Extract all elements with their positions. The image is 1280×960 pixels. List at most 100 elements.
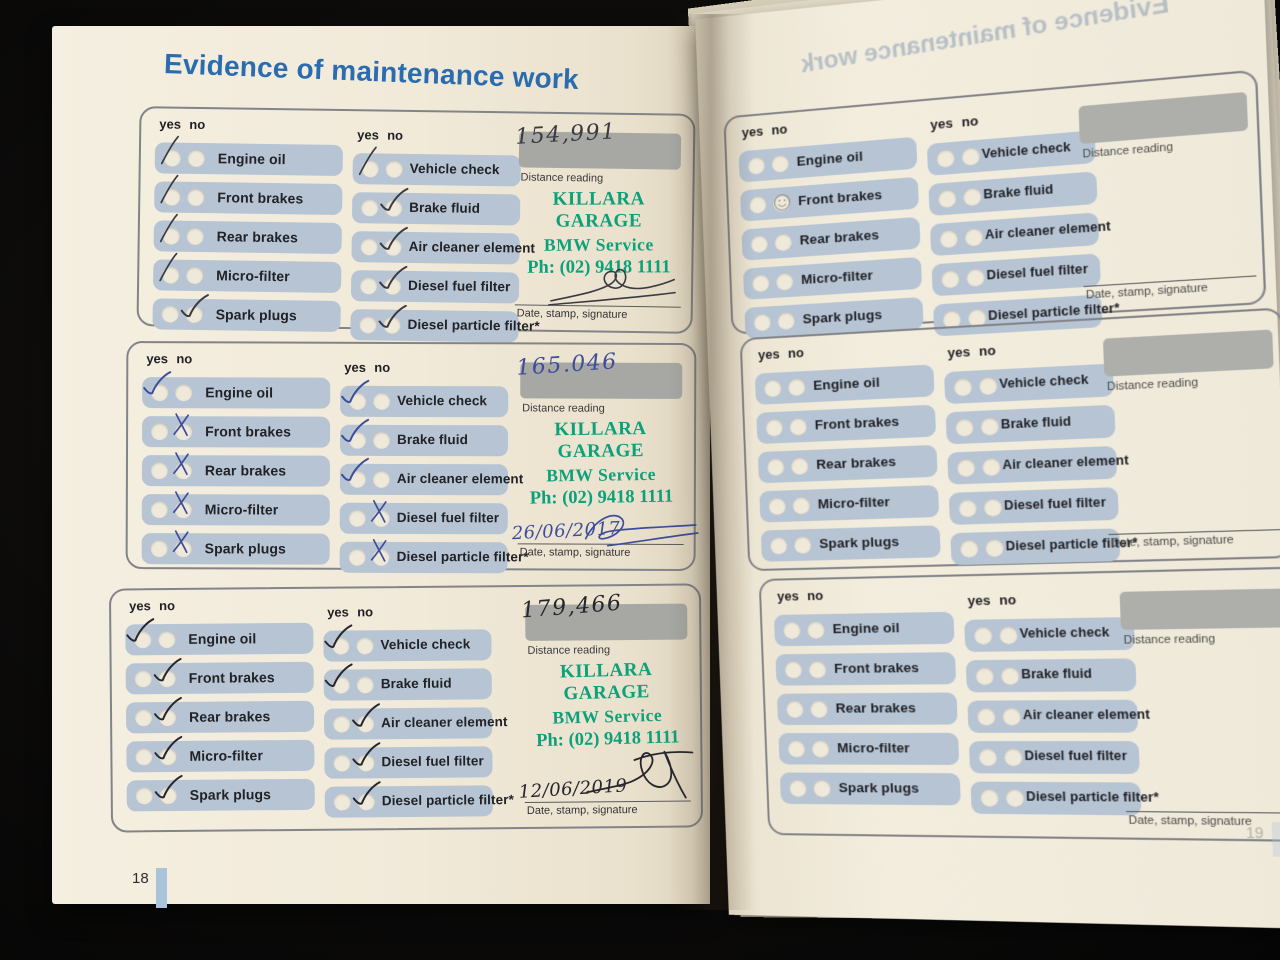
checklist-row-label: Diesel fuel filter [381, 753, 483, 769]
checklist-row: Brake fluid [928, 171, 1097, 216]
yes-no-header: yes no [773, 585, 953, 607]
checklist-row-label: Micro-filter [837, 740, 910, 755]
no-checkbox [812, 740, 830, 757]
checklist-row: Rear brakes [142, 455, 330, 487]
checklist-row: Front brakes [740, 177, 919, 222]
signature-zone: Date, stamp, signature [1109, 485, 1280, 550]
yes-checkbox [164, 149, 181, 166]
checklist-row-label: Diesel particle filter* [397, 549, 529, 564]
no-checkbox [373, 432, 390, 449]
no-checkbox [357, 715, 374, 732]
checklist-row-label: Front brakes [834, 660, 920, 676]
service-record-2: yes no Engine oil Front brakes Rear brakes Mi… [126, 341, 697, 571]
yes-label: yes [967, 592, 990, 608]
service-record-1: yes no Engine oil Front brakes Rear brakes Mi… [136, 106, 695, 334]
right-page-footer: 19 [1245, 822, 1280, 857]
checklist-row: Engine oil [125, 623, 313, 656]
stamp-area: 154,991 Distance reading KILLARA GARAGE BMW… [517, 127, 682, 321]
service-record-6: yes no Engine oil Front brakes Rear brakes Mi… [759, 566, 1280, 842]
no-checkbox [789, 418, 807, 436]
distance-reading-label: Distance reading [1107, 376, 1199, 393]
no-label: no [961, 113, 978, 130]
service-record-3: yes no Engine oil Front brakes Rear brakes Mi… [109, 583, 703, 832]
checklist-row-label: Vehicle check [380, 636, 470, 652]
checklist-row: Rear brakes [777, 692, 958, 725]
no-checkbox [385, 200, 402, 217]
garage-stamp-line-1: KILLARA GARAGE [508, 188, 690, 233]
yes-checkbox [333, 715, 350, 732]
checklist-row: Diesel fuel filter [969, 741, 1140, 774]
checklist-row: Diesel particle filter* [340, 542, 508, 574]
yes-checkbox [767, 458, 785, 476]
checklist-row: Air cleaner element [930, 212, 1099, 256]
checklist-row: Micro-filter [153, 259, 341, 293]
checklist-row-label: Brake fluid [983, 182, 1053, 202]
garage-stamp-line-2: BMW Service [510, 463, 692, 487]
checklist-row: Diesel fuel filter [351, 270, 519, 303]
no-checkbox [1006, 789, 1025, 807]
checklist-row-label: Micro-filter [216, 267, 290, 284]
yes-no-header: yes no [926, 103, 1094, 136]
checklist-row: Engine oil [739, 137, 918, 183]
no-checkbox [373, 393, 390, 410]
checklist-row: Diesel fuel filter [932, 253, 1101, 296]
checklist-row: Rear brakes [126, 701, 314, 734]
checklist-row-label: Brake fluid [397, 432, 468, 447]
yes-checkbox [362, 160, 379, 177]
checklist-row: Diesel particle filter* [970, 782, 1141, 816]
checklist-row: Engine oil [755, 364, 935, 404]
checklist-column: yes no Vehicle check Brake fluid Air cleaner… [963, 589, 1141, 815]
no-checkbox [773, 194, 791, 212]
no-label: no [807, 588, 824, 604]
checklist-row: Rear brakes [758, 445, 938, 484]
yes-checkbox [349, 393, 366, 410]
checklist-row-label: Micro-filter [189, 747, 263, 764]
checklist-row-label: Front brakes [205, 423, 291, 439]
checklist-row-label: Spark plugs [190, 786, 271, 803]
distance-reading-box [1119, 588, 1280, 630]
checklist-row-label: Diesel fuel filter [986, 262, 1088, 283]
checklist-column: yes no Vehicle check Brake fluid Air cleaner… [943, 336, 1120, 565]
checklist-row: Air cleaner element [351, 231, 519, 264]
signature-scribble [582, 745, 699, 809]
checklist-row-label: Brake fluid [381, 676, 452, 692]
yes-checkbox [958, 499, 977, 517]
signature-zone: Date, stamp, signature 12/06/2019 [526, 760, 688, 817]
yes-checkbox [765, 419, 783, 437]
checklist-row-label: Vehicle check [410, 161, 500, 177]
yes-checkbox [361, 199, 378, 216]
page-index-tab [156, 868, 167, 908]
yes-checkbox [977, 708, 996, 726]
checklist-row: Brake fluid [352, 192, 520, 225]
checklist-row: Front brakes [126, 662, 314, 695]
stamp-area: Distance reading Date, stamp, signature [1103, 325, 1280, 550]
checklist-column: yes no Engine oil Front brakes Rear brakes Mi… [773, 585, 961, 805]
yes-checkbox [783, 622, 801, 639]
yes-checkbox [151, 462, 168, 479]
checklist-row: Micro-filter [743, 257, 922, 300]
signature-line [1126, 811, 1280, 814]
checklist-column: yes no Vehicle check Brake fluid Air cleaner… [340, 360, 509, 574]
checklist-row-label: Micro-filter [205, 501, 279, 517]
yes-checkbox [359, 316, 376, 333]
checklist-row-label: Air cleaner element [397, 471, 524, 486]
yes-label: yes [357, 127, 379, 142]
no-checkbox [159, 709, 176, 726]
yes-checkbox [941, 270, 959, 289]
yes-checkbox [136, 787, 153, 804]
showthrough-title: Evidence of maintenance work [795, 0, 1176, 80]
yes-label: yes [344, 360, 366, 375]
no-checkbox [186, 306, 203, 323]
checklist-row-label: Micro-filter [817, 494, 890, 512]
date-stamp-signature-label: Date, stamp, signature [1128, 814, 1252, 828]
checklist-row: Brake fluid [340, 425, 508, 457]
checklist-row-label: Micro-filter [801, 267, 873, 287]
garage-stamp-line-2: BMW Service [516, 704, 698, 730]
yes-checkbox [940, 230, 958, 249]
garage-stamp: KILLARA GARAGE BMW Service Ph: (02) 9418 1… [515, 658, 699, 753]
left-page-footer: 18 [132, 868, 167, 908]
checklist-row-label: Engine oil [813, 374, 880, 393]
no-checkbox [357, 754, 374, 771]
yes-checkbox [151, 501, 168, 518]
no-checkbox [792, 497, 810, 515]
